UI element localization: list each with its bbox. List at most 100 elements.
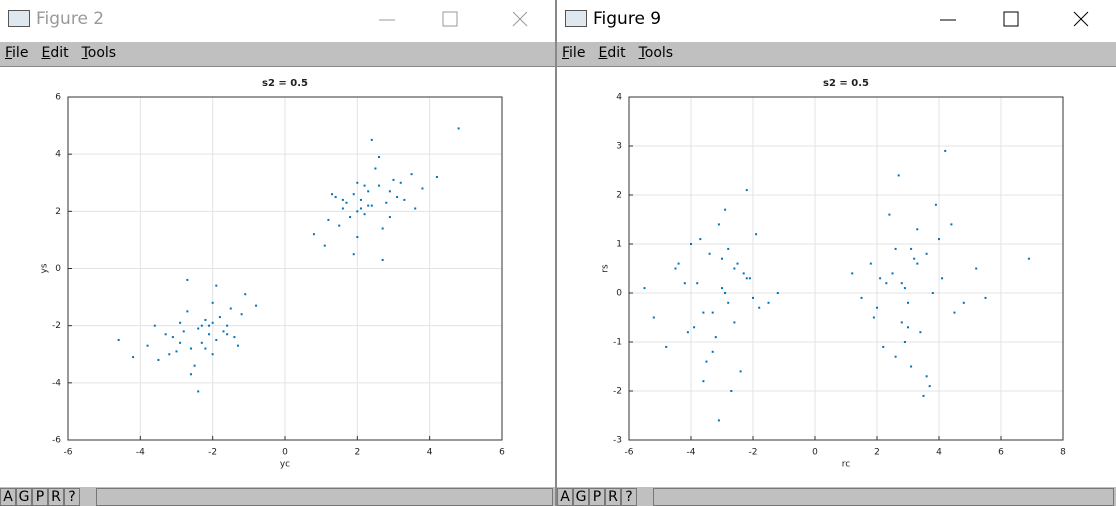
point xyxy=(767,301,770,304)
tool-button[interactable]: G xyxy=(16,488,32,506)
point xyxy=(934,203,937,206)
menu-item[interactable]: File xyxy=(5,45,29,61)
point xyxy=(396,196,399,199)
point xyxy=(457,127,460,130)
tool-button[interactable]: P xyxy=(589,488,605,506)
y-tick-label: -2 xyxy=(613,387,622,397)
point xyxy=(910,365,913,368)
point xyxy=(711,350,714,353)
point xyxy=(711,311,714,314)
point xyxy=(370,204,373,207)
point xyxy=(240,313,243,316)
y-tick-label: 2 xyxy=(55,207,61,217)
x-tick-label: 4 xyxy=(936,448,942,458)
menu-item[interactable]: Tools xyxy=(638,45,674,61)
point xyxy=(879,277,882,280)
point xyxy=(705,360,708,363)
x-tick-label: 4 xyxy=(427,448,433,458)
point xyxy=(910,247,913,250)
point xyxy=(891,272,894,275)
x-tick-label: 8 xyxy=(1060,448,1066,458)
separator xyxy=(555,0,557,506)
x-tick-label: -6 xyxy=(625,448,634,458)
menu-item[interactable]: Edit xyxy=(41,45,69,61)
point xyxy=(171,336,174,339)
point xyxy=(755,233,758,236)
x-tick-label: -2 xyxy=(749,448,758,458)
point xyxy=(652,316,655,319)
x-axis-label: rc xyxy=(842,460,851,470)
point xyxy=(208,324,211,327)
menu-item[interactable]: Tools xyxy=(81,45,117,61)
menu-bar: File Edit Tools xyxy=(0,42,555,67)
point xyxy=(702,380,705,383)
tool-button[interactable]: A xyxy=(557,488,573,506)
x-tick-label: 0 xyxy=(812,448,818,458)
x-tick-label: 2 xyxy=(354,448,360,458)
title-bar: Figure 2 xyxy=(0,0,555,42)
toolbar: A G P R? xyxy=(0,487,555,506)
y-tick-label: 6 xyxy=(55,93,61,103)
tool-button[interactable]: R xyxy=(48,488,64,506)
y-tick-label: -3 xyxy=(613,436,622,446)
point xyxy=(913,257,916,260)
x-tick-label: -2 xyxy=(208,448,217,458)
point xyxy=(739,370,742,373)
point xyxy=(312,233,315,236)
y-axis-label: rs xyxy=(601,264,611,273)
app-icon xyxy=(565,10,587,27)
point xyxy=(378,184,381,187)
tool-button[interactable]: ? xyxy=(64,488,80,506)
tool-button[interactable]: P xyxy=(32,488,48,506)
tool-button[interactable]: ? xyxy=(621,488,637,506)
point xyxy=(367,204,370,207)
axes-box xyxy=(67,96,503,441)
point xyxy=(381,258,384,261)
point xyxy=(197,390,200,393)
point xyxy=(204,347,207,350)
point xyxy=(208,333,211,336)
point xyxy=(146,344,149,347)
y-tick-label: 0 xyxy=(616,289,622,299)
point xyxy=(1027,257,1030,260)
tool-button[interactable]: A xyxy=(0,488,16,506)
window-controls[interactable] xyxy=(916,0,1116,42)
point xyxy=(164,333,167,336)
point xyxy=(721,257,723,260)
point xyxy=(189,373,192,376)
point xyxy=(752,296,754,299)
point xyxy=(925,375,928,378)
window-title: Figure 2 xyxy=(36,9,105,29)
point xyxy=(748,277,751,280)
point xyxy=(435,176,438,179)
y-tick-label: 0 xyxy=(55,264,61,274)
menu-item[interactable]: Edit xyxy=(598,45,626,61)
point xyxy=(153,324,156,327)
tool-button[interactable]: R xyxy=(605,488,621,506)
point xyxy=(941,277,944,280)
point xyxy=(876,306,878,309)
window-controls[interactable] xyxy=(355,0,555,42)
point xyxy=(410,173,413,176)
y-axis-label: ys xyxy=(40,263,50,273)
point xyxy=(699,238,702,241)
point xyxy=(359,198,362,201)
point xyxy=(897,174,900,177)
point xyxy=(727,247,730,250)
point xyxy=(919,331,922,334)
y-tick-label: 1 xyxy=(616,240,622,250)
point xyxy=(776,292,779,294)
point xyxy=(392,178,395,181)
point xyxy=(702,311,705,314)
point xyxy=(714,336,717,339)
y-tick-label: 2 xyxy=(616,191,622,201)
point xyxy=(226,324,229,327)
point xyxy=(403,198,406,201)
point xyxy=(916,262,919,265)
point xyxy=(721,287,723,290)
menu-bar: File Edit Tools xyxy=(557,42,1116,67)
point xyxy=(323,244,326,247)
tool-button[interactable]: G xyxy=(573,488,589,506)
menu-item[interactable]: File xyxy=(562,45,586,61)
point xyxy=(745,189,748,192)
